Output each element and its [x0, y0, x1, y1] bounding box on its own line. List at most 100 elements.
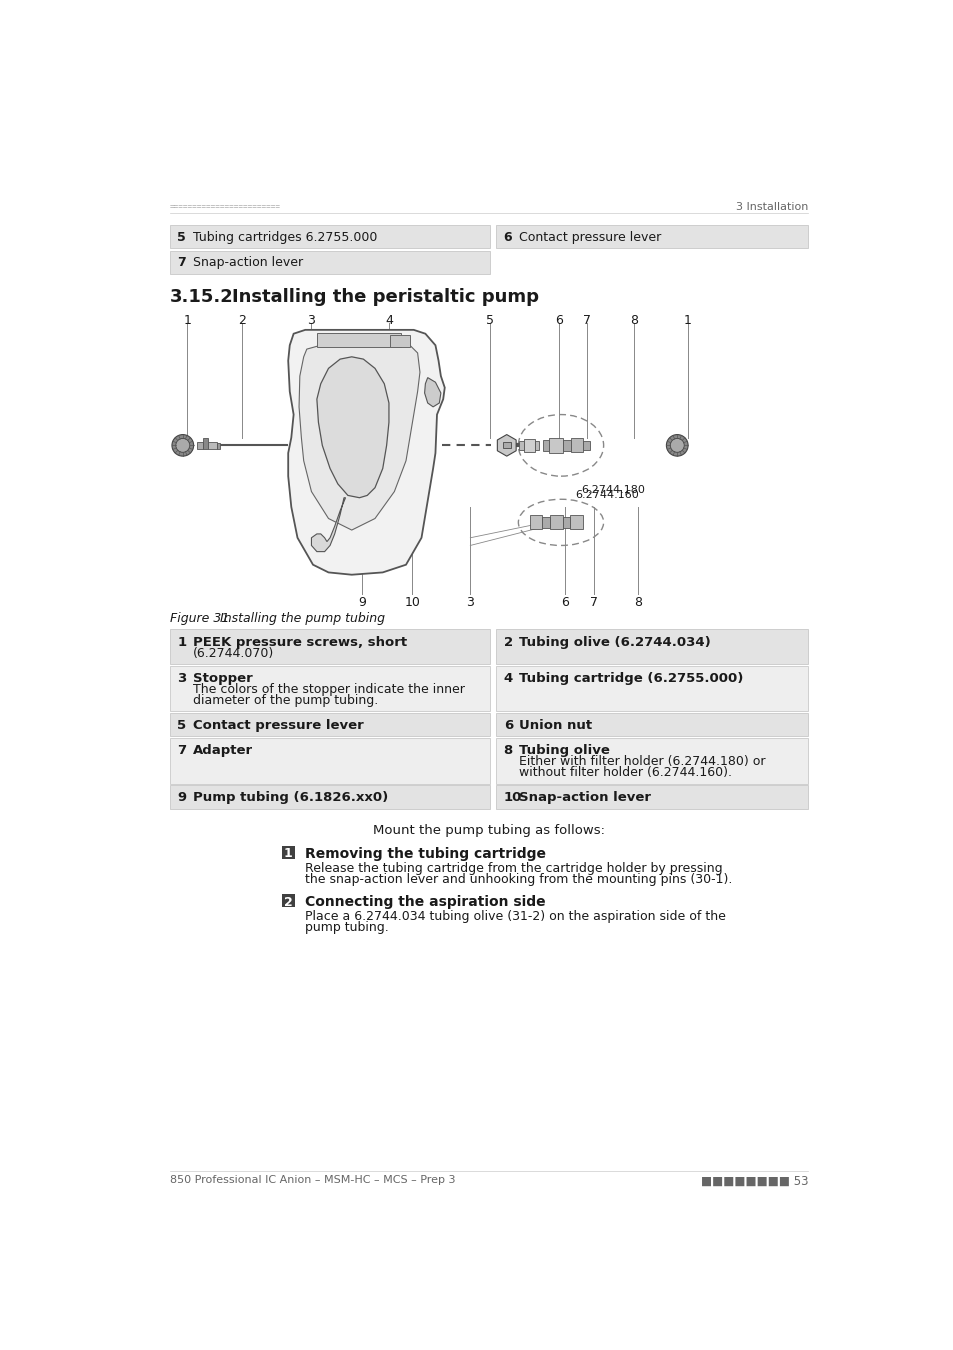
Text: 3: 3: [177, 672, 187, 684]
Text: Contact pressure lever: Contact pressure lever: [518, 231, 660, 243]
Text: 7: 7: [590, 595, 598, 609]
Text: Release the tubing cartridge from the cartridge holder by pressing: Release the tubing cartridge from the ca…: [305, 861, 722, 875]
Text: 3: 3: [307, 313, 315, 327]
Text: 3.15.2: 3.15.2: [170, 288, 233, 305]
Text: Either with filter holder (6.2744.180) or: Either with filter holder (6.2744.180) o…: [518, 755, 765, 768]
Bar: [534, 440, 538, 450]
Bar: [542, 517, 550, 528]
Text: Union nut: Union nut: [518, 720, 592, 732]
Circle shape: [175, 439, 190, 452]
Circle shape: [666, 435, 687, 456]
Text: Figure 31: Figure 31: [170, 613, 229, 625]
Text: 1: 1: [183, 313, 192, 327]
Bar: [550, 516, 562, 529]
Text: 6: 6: [560, 595, 568, 609]
Text: Snap-action lever: Snap-action lever: [518, 791, 651, 805]
Text: 4: 4: [385, 313, 393, 327]
Text: Tubing olive (6.2744.034): Tubing olive (6.2744.034): [518, 636, 710, 648]
Text: 9: 9: [357, 595, 365, 609]
Bar: [542, 440, 549, 451]
Text: Mount the pump tubing as follows:: Mount the pump tubing as follows:: [373, 825, 604, 837]
Bar: [208, 441, 216, 450]
Bar: [518, 440, 523, 450]
Text: 6.2744.160: 6.2744.160: [575, 490, 638, 500]
Polygon shape: [288, 329, 444, 575]
Text: 8: 8: [503, 744, 513, 757]
Text: 10: 10: [404, 595, 419, 609]
Bar: [170, 629, 489, 664]
Text: Removing the tubing cartridge: Removing the tubing cartridge: [305, 846, 546, 860]
Text: 1: 1: [284, 848, 293, 860]
Text: 7: 7: [177, 256, 186, 269]
Bar: [496, 786, 807, 809]
Text: 8: 8: [629, 313, 638, 327]
Text: (6.2744.070): (6.2744.070): [193, 647, 274, 660]
Text: 6.2744.180: 6.2744.180: [580, 486, 644, 495]
Bar: [496, 666, 807, 711]
Text: Adapter: Adapter: [193, 744, 253, 757]
Bar: [170, 786, 489, 809]
Text: the snap-action lever and unhooking from the mounting pins (30-1).: the snap-action lever and unhooking from…: [305, 872, 732, 886]
Bar: [203, 439, 208, 450]
Text: 4: 4: [503, 672, 513, 684]
Text: diameter of the pump tubing.: diameter of the pump tubing.: [193, 694, 377, 707]
Bar: [583, 440, 589, 450]
Bar: [216, 443, 220, 450]
Text: ========================: ========================: [170, 202, 280, 211]
Bar: [316, 333, 400, 347]
Text: PEEK pressure screws, short: PEEK pressure screws, short: [193, 636, 407, 648]
Circle shape: [670, 439, 683, 452]
Bar: [523, 439, 534, 451]
Text: Contact pressure lever: Contact pressure lever: [193, 720, 363, 732]
Text: 3: 3: [466, 595, 474, 609]
Text: Place a 6.2744.034 tubing olive (31-2) on the aspiration side of the: Place a 6.2744.034 tubing olive (31-2) o…: [305, 910, 725, 923]
Bar: [170, 666, 489, 711]
Bar: [562, 440, 571, 451]
Text: 5: 5: [177, 720, 186, 732]
Text: 7: 7: [582, 313, 591, 327]
Bar: [570, 516, 582, 529]
Bar: [390, 335, 410, 347]
Text: Snap-action lever: Snap-action lever: [193, 256, 303, 269]
Bar: [562, 517, 570, 528]
Text: Installing the peristaltic pump: Installing the peristaltic pump: [232, 288, 538, 305]
Bar: [496, 629, 807, 664]
Text: 6: 6: [503, 231, 512, 243]
Text: Stopper: Stopper: [193, 672, 253, 684]
Bar: [496, 738, 807, 784]
Text: 2: 2: [503, 636, 513, 648]
Text: 1: 1: [683, 313, 691, 327]
Text: Tubing cartridge (6.2755.000): Tubing cartridge (6.2755.000): [518, 672, 742, 684]
Text: 3 Installation: 3 Installation: [735, 201, 807, 212]
Text: ■■■■■■■■ 53: ■■■■■■■■ 53: [700, 1174, 807, 1188]
Polygon shape: [497, 435, 516, 456]
Text: 7: 7: [177, 744, 186, 757]
Bar: [282, 845, 294, 859]
Bar: [170, 251, 489, 274]
Bar: [170, 713, 489, 736]
Bar: [549, 437, 562, 454]
Bar: [496, 713, 807, 736]
Text: 2: 2: [284, 896, 293, 909]
Text: 2: 2: [237, 313, 245, 327]
Bar: [502, 443, 510, 448]
Text: pump tubing.: pump tubing.: [305, 921, 389, 934]
Polygon shape: [311, 498, 345, 552]
Bar: [496, 225, 807, 248]
Polygon shape: [316, 356, 389, 498]
Text: Installing the pump tubing: Installing the pump tubing: [220, 613, 385, 625]
Bar: [196, 441, 203, 450]
Bar: [170, 225, 489, 248]
Polygon shape: [424, 378, 440, 406]
Bar: [571, 439, 583, 452]
Bar: [530, 516, 542, 529]
Bar: [170, 738, 489, 784]
Text: 850 Professional IC Anion – MSM-HC – MCS – Prep 3: 850 Professional IC Anion – MSM-HC – MCS…: [170, 1174, 455, 1184]
Text: Pump tubing (6.1826.xx0): Pump tubing (6.1826.xx0): [193, 791, 388, 805]
Text: The colors of the stopper indicate the inner: The colors of the stopper indicate the i…: [193, 683, 464, 695]
Text: 8: 8: [634, 595, 641, 609]
Text: 10: 10: [503, 791, 521, 805]
Text: 6: 6: [503, 720, 513, 732]
Circle shape: [172, 435, 193, 456]
Text: Connecting the aspiration side: Connecting the aspiration side: [305, 895, 545, 909]
